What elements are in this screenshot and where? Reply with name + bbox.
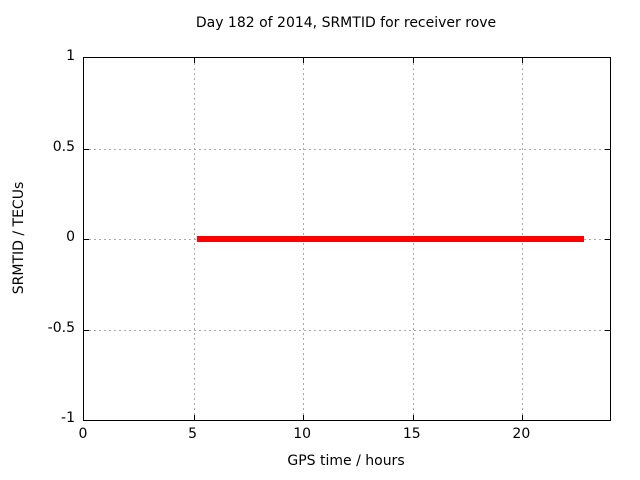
y-tick-mark-left xyxy=(84,239,89,240)
y-tick-label: 1 xyxy=(66,48,75,64)
x-tick-mark-bottom xyxy=(193,415,195,420)
y-tick-mark-right xyxy=(605,239,610,240)
x-tick-mark-bottom xyxy=(412,415,414,420)
y-tick-label: 0 xyxy=(66,229,75,245)
y-gridline xyxy=(84,329,610,331)
x-tick-mark-bottom xyxy=(522,415,524,420)
x-tick-mark-top xyxy=(522,58,524,63)
y-tick-label: -0.5 xyxy=(47,319,75,336)
x-tick-label: 15 xyxy=(402,426,421,442)
plot-area xyxy=(83,57,611,421)
x-tick-label: 0 xyxy=(78,426,88,442)
x-tick-mark-top xyxy=(193,58,195,63)
series-line-srmtid xyxy=(196,236,584,242)
y-tick-mark-right xyxy=(605,148,610,150)
x-tick-label: 5 xyxy=(188,426,198,442)
x-tick-mark-top xyxy=(412,58,414,63)
x-axis-label: GPS time / hours xyxy=(287,453,405,469)
y-tick-mark-left xyxy=(84,329,89,331)
chart-title: Day 182 of 2014, SRMTID for receiver rov… xyxy=(195,15,497,31)
x-tick-label: 10 xyxy=(293,426,312,442)
y-tick-label: -1 xyxy=(61,410,75,426)
y-tick-mark-left xyxy=(84,148,89,150)
y-gridline xyxy=(84,148,610,150)
x-tick-mark-bottom xyxy=(303,415,305,420)
x-tick-mark-top xyxy=(303,58,305,63)
y-tick-label: 0.5 xyxy=(52,138,75,155)
x-tick-label: 20 xyxy=(512,426,531,442)
y-tick-mark-right xyxy=(605,329,610,331)
